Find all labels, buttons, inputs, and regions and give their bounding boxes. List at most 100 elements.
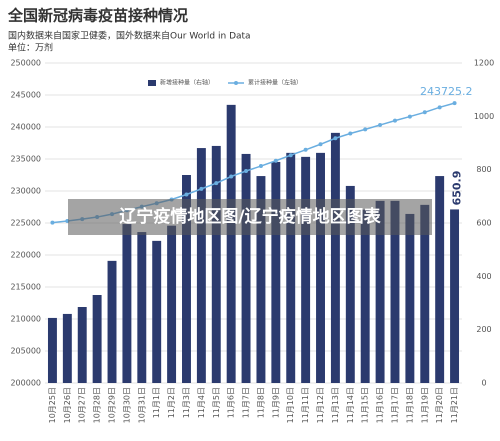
x-tick-label: 11月13日 <box>331 387 340 423</box>
bar <box>375 200 385 383</box>
x-tick-label: 11月20日 <box>435 387 444 423</box>
y-tick-label: 210000 <box>10 315 41 324</box>
y2-tick-label: 800 <box>476 165 491 174</box>
bar <box>450 209 460 383</box>
y2-tick-label: 1000 <box>474 112 494 121</box>
bar <box>77 307 87 383</box>
bar <box>420 204 430 383</box>
legend-swatch <box>234 81 238 85</box>
bar <box>62 313 72 383</box>
bar <box>345 185 355 383</box>
legend-label: 累计接种量（左轴） <box>248 79 302 87</box>
bar <box>405 213 415 383</box>
line-point <box>229 174 234 179</box>
y-tick-label: 220000 <box>10 251 41 260</box>
line-point <box>214 181 219 186</box>
bar <box>182 175 191 383</box>
y-tick-label: 240000 <box>10 123 41 132</box>
x-tick-label: 11月3日 <box>182 387 191 418</box>
x-tick-label: 11月11日 <box>301 387 310 423</box>
x-tick-label: 11月1日 <box>152 387 161 418</box>
x-tick-label: 10月27日 <box>78 387 87 423</box>
bar <box>390 200 400 383</box>
line-point <box>333 136 338 141</box>
x-tick-label: 11月10日 <box>286 387 295 423</box>
y-tick-label: 245000 <box>10 91 41 100</box>
bar <box>435 176 445 383</box>
x-tick-label: 11月14日 <box>346 387 355 423</box>
chart-title: 全国新冠病毒疫苗接种情况 <box>7 7 188 25</box>
x-tick-label: 11月15日 <box>361 387 370 423</box>
y-tick-label: 250000 <box>10 59 41 68</box>
bar <box>226 104 236 383</box>
bar <box>92 295 102 383</box>
x-tick-label: 11月18日 <box>405 387 414 423</box>
y2-tick-label: 600 <box>476 219 491 228</box>
y2-tick-label: 200 <box>476 325 491 334</box>
y-tick-label: 235000 <box>10 155 41 164</box>
x-tick-label: 10月25日 <box>48 387 57 423</box>
y2-tick-label: 0 <box>481 379 486 388</box>
line-value-label: 243725.2 <box>420 85 473 98</box>
bar <box>152 240 162 383</box>
x-tick-label: 11月21日 <box>450 387 459 423</box>
watermark-band <box>68 199 432 235</box>
bar <box>211 145 221 383</box>
y2-tick-label: 400 <box>476 272 491 281</box>
line-point <box>348 131 353 136</box>
x-tick-label: 11月2日 <box>167 387 176 418</box>
x-tick-label: 10月28日 <box>93 387 102 423</box>
x-tick-label: 11月7日 <box>242 387 251 418</box>
x-tick-label: 10月30日 <box>122 387 131 423</box>
bar <box>301 156 311 383</box>
x-tick-label: 11月5日 <box>212 387 221 418</box>
watermark: 辽宁疫情地区图/辽宁疫情地区图表 <box>119 206 381 227</box>
line-point <box>437 105 442 110</box>
bar <box>107 260 117 383</box>
x-tick-label: 10月31日 <box>137 387 146 423</box>
y-tick-label: 215000 <box>10 283 41 292</box>
x-tick-label: 11月19日 <box>420 387 429 423</box>
bar <box>241 153 251 383</box>
unit-label: 单位：万剂 <box>8 42 53 54</box>
bar <box>360 209 370 383</box>
y-tick-label: 225000 <box>10 219 41 228</box>
y-tick-label: 205000 <box>10 347 41 356</box>
x-tick-label: 10月29日 <box>108 387 117 423</box>
line-point <box>452 101 457 106</box>
bar <box>196 148 206 383</box>
x-tick-label: 11月17日 <box>390 387 399 423</box>
bar <box>122 224 132 383</box>
bar <box>316 152 325 383</box>
y-tick-label: 230000 <box>10 187 41 196</box>
bar <box>167 225 177 383</box>
line-point <box>258 164 263 169</box>
x-tick-label: 11月4日 <box>197 387 206 418</box>
line-point <box>378 122 383 127</box>
line-point <box>422 110 427 115</box>
x-tick-label: 11月16日 <box>376 387 385 423</box>
line-point <box>199 186 204 191</box>
bar <box>256 176 266 383</box>
line-point <box>318 142 323 147</box>
y-tick-label: 200000 <box>10 379 41 388</box>
legend-swatch <box>148 80 156 86</box>
line-point <box>363 127 368 132</box>
bar-value-label: 650.9 <box>451 171 464 206</box>
bar <box>271 161 281 383</box>
x-tick-label: 11月9日 <box>271 387 280 418</box>
line-point <box>288 153 293 158</box>
line-point <box>184 192 189 197</box>
bar <box>47 317 57 383</box>
line-point <box>392 118 397 123</box>
x-tick-label: 11月6日 <box>227 387 236 418</box>
x-tick-label: 11月8日 <box>256 387 265 418</box>
line-point <box>244 169 249 174</box>
bar <box>330 132 340 383</box>
x-tick-label: 11月12日 <box>316 387 325 423</box>
bar <box>286 152 296 383</box>
legend-label: 新增接种量（右轴） <box>160 79 214 87</box>
x-tick-label: 10月26日 <box>63 387 72 423</box>
line-point <box>50 220 55 225</box>
